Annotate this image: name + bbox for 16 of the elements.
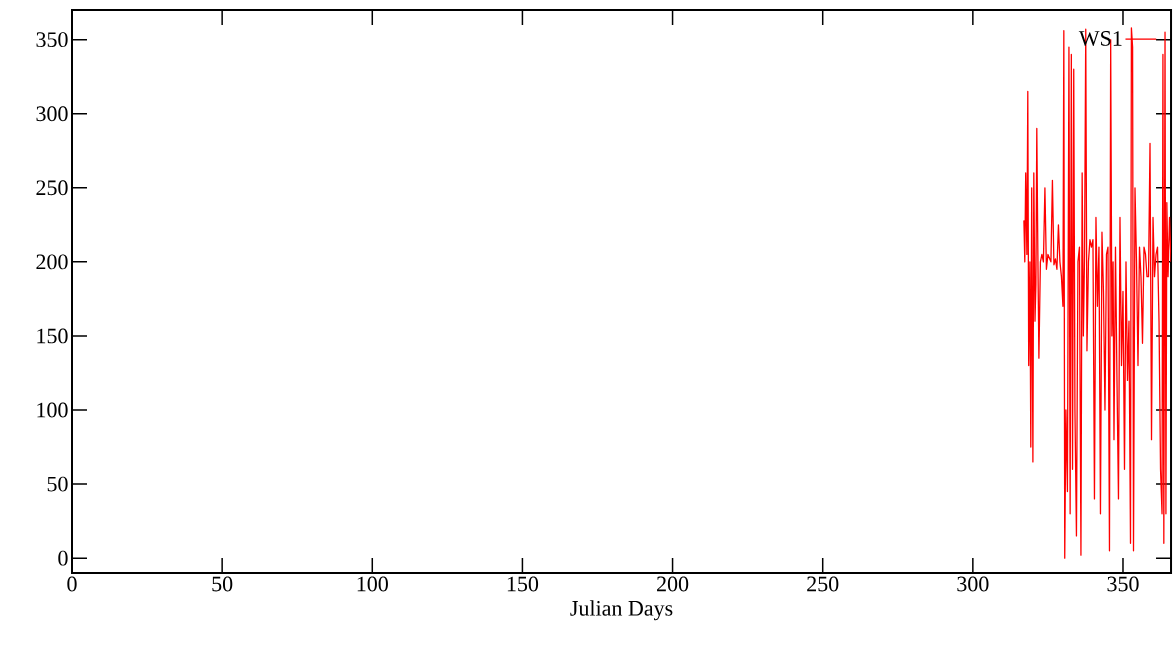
y-tick-label: 50 — [47, 476, 68, 492]
y-tick-label: 300 — [36, 106, 68, 122]
x-tick-label: 250 — [807, 576, 839, 592]
y-tick-label: 150 — [37, 328, 68, 344]
y-tick-label: 100 — [37, 402, 68, 418]
x-tick-label: 350 — [1107, 576, 1139, 592]
x-tick-label: 300 — [957, 576, 989, 592]
x-tick-label: 200 — [657, 576, 689, 592]
y-tick-label: 200 — [36, 254, 68, 270]
x-tick-label: 100 — [357, 576, 388, 592]
x-tick-label: 50 — [212, 576, 233, 592]
y-tick-label: 250 — [36, 180, 68, 196]
y-tick-label: 0 — [58, 550, 68, 566]
y-tick-label: 350 — [36, 32, 68, 48]
x-axis-title: Julian Days — [570, 600, 673, 621]
x-tick-label: 150 — [507, 576, 539, 592]
